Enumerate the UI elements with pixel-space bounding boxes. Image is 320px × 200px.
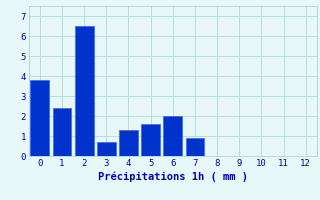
Bar xyxy=(141,124,160,156)
Bar xyxy=(119,130,138,156)
X-axis label: Précipitations 1h ( mm ): Précipitations 1h ( mm ) xyxy=(98,172,248,182)
Bar xyxy=(186,138,204,156)
Bar xyxy=(164,116,182,156)
Bar xyxy=(97,142,116,156)
Bar xyxy=(30,80,49,156)
Bar xyxy=(75,26,93,156)
Bar xyxy=(52,108,71,156)
